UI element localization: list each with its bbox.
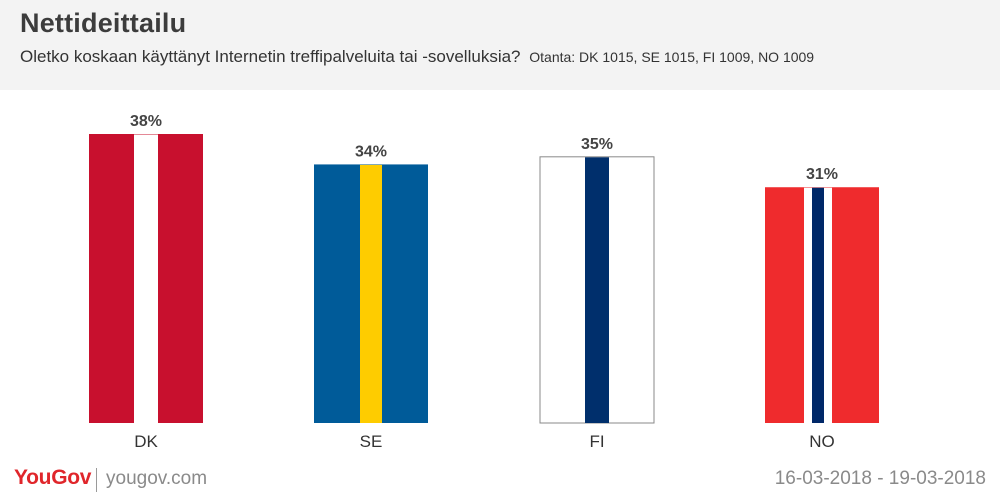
value-label-dk: 38% — [130, 113, 162, 130]
flag-cross-dk — [134, 134, 158, 423]
survey-question: Oletko koskaan käyttänyt Internetin tref… — [20, 47, 521, 66]
footer-divider — [96, 468, 97, 492]
flag-cross-fi — [585, 157, 609, 423]
value-label-no: 31% — [806, 166, 838, 183]
bar-chart: 38% DK 34% SE 35% FI 31% NO — [89, 113, 879, 451]
category-label-dk: DK — [134, 432, 158, 451]
chart-subtitle: Oletko koskaan käyttänyt Internetin tref… — [20, 47, 814, 67]
category-label-fi: FI — [589, 432, 604, 451]
value-label-fi: 35% — [581, 136, 613, 153]
chart-header: Nettideittailu Oletko koskaan käyttänyt … — [0, 0, 1000, 90]
category-label-no: NO — [809, 432, 835, 451]
flag-cross-inner-no — [812, 187, 824, 423]
value-label-se: 34% — [355, 143, 387, 160]
sample-size-note: Otanta: DK 1015, SE 1015, FI 1009, NO 10… — [529, 49, 815, 65]
footer-website-link[interactable]: yougov.com — [106, 468, 208, 489]
flag-cross-se — [360, 164, 382, 423]
yougov-logo[interactable]: YouGov — [14, 466, 92, 489]
category-label-se: SE — [360, 432, 383, 451]
survey-date-range: 16-03-2018 - 19-03-2018 — [774, 468, 986, 489]
chart-title: Nettideittailu — [20, 8, 187, 38]
